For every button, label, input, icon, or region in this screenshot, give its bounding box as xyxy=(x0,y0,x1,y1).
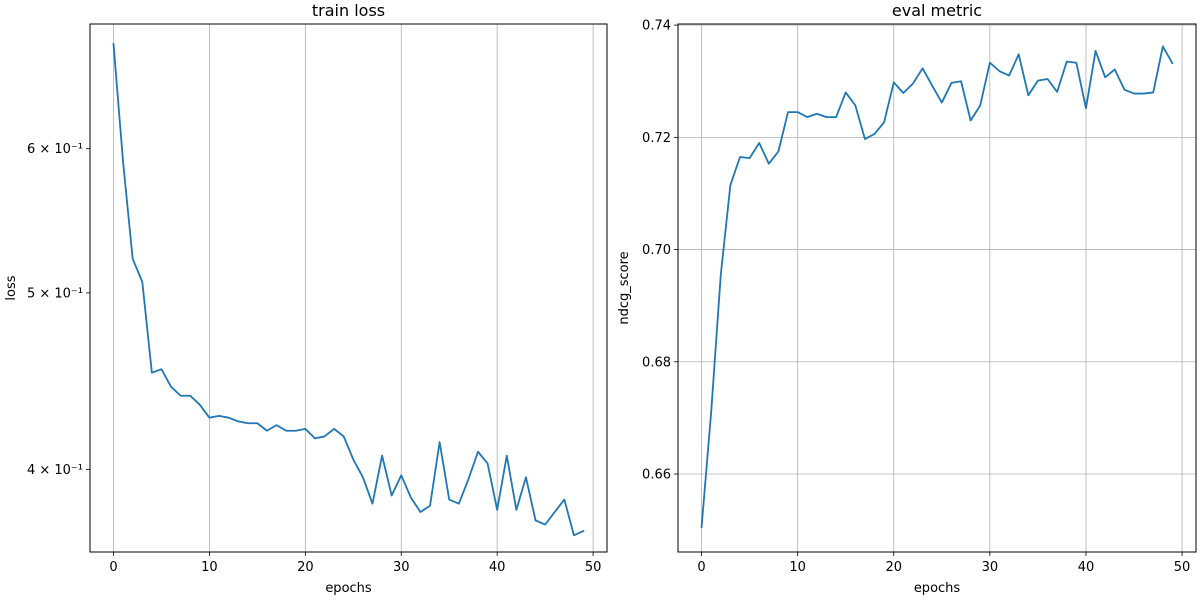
y-tick-label: 0.72 xyxy=(642,131,671,146)
x-tick-label: 10 xyxy=(789,560,806,575)
y-tick-label: 0.66 xyxy=(642,468,671,483)
eval-metric-chart: 0 10 20 30 40 50 0.66 0.68 0.70 0.72 0.74 eval me… xyxy=(617,1,1197,596)
x-tick-label: 20 xyxy=(297,560,314,575)
x-tick-label: 20 xyxy=(885,560,902,575)
x-tick-label: 50 xyxy=(1174,560,1191,575)
y-tick-label: 4 × 10⁻¹ xyxy=(27,463,83,478)
x-axis-label: epochs xyxy=(914,581,961,596)
y-tick-label: 6 × 10⁻¹ xyxy=(27,142,83,157)
series-lines xyxy=(112,43,585,537)
x-ticks: 0 10 20 30 40 50 xyxy=(109,552,601,575)
y-tick-label: 0.74 xyxy=(642,19,671,34)
x-tick-label: 40 xyxy=(1078,560,1095,575)
grid-lines xyxy=(113,24,594,552)
y-axis-label: ndcg_score xyxy=(617,251,632,324)
y-ticks: 0.66 0.68 0.70 0.72 0.74 xyxy=(642,19,678,483)
x-tick-label: 30 xyxy=(393,560,410,575)
chart-title: eval metric xyxy=(892,1,982,20)
train-loss-chart: 0 10 20 30 40 50 4 × 10⁻¹ 5 × 10⁻¹ 6 × 10⁻¹ tra… xyxy=(4,1,608,596)
y-tick-label: 0.70 xyxy=(642,243,671,258)
series-line xyxy=(112,43,585,537)
x-axis-label: epochs xyxy=(325,581,372,596)
x-tick-label: 0 xyxy=(109,560,117,575)
y-tick-label: 0.68 xyxy=(642,355,671,370)
x-tick-label: 0 xyxy=(697,560,705,575)
y-tick-label: 5 × 10⁻¹ xyxy=(27,286,83,301)
x-tick-label: 10 xyxy=(201,560,218,575)
y-ticks: 4 × 10⁻¹ 5 × 10⁻¹ 6 × 10⁻¹ xyxy=(27,142,90,478)
x-ticks: 0 10 20 30 40 50 xyxy=(697,552,1190,575)
series-line xyxy=(700,45,1174,529)
x-tick-label: 50 xyxy=(585,560,602,575)
series-lines xyxy=(700,45,1174,529)
plot-frame xyxy=(677,23,1197,553)
x-tick-label: 40 xyxy=(489,560,506,575)
grid-lines xyxy=(678,24,1196,552)
plot-frame xyxy=(89,23,608,553)
y-axis-label: loss xyxy=(4,275,19,300)
chart-title: train loss xyxy=(312,1,385,20)
x-tick-label: 30 xyxy=(982,560,999,575)
